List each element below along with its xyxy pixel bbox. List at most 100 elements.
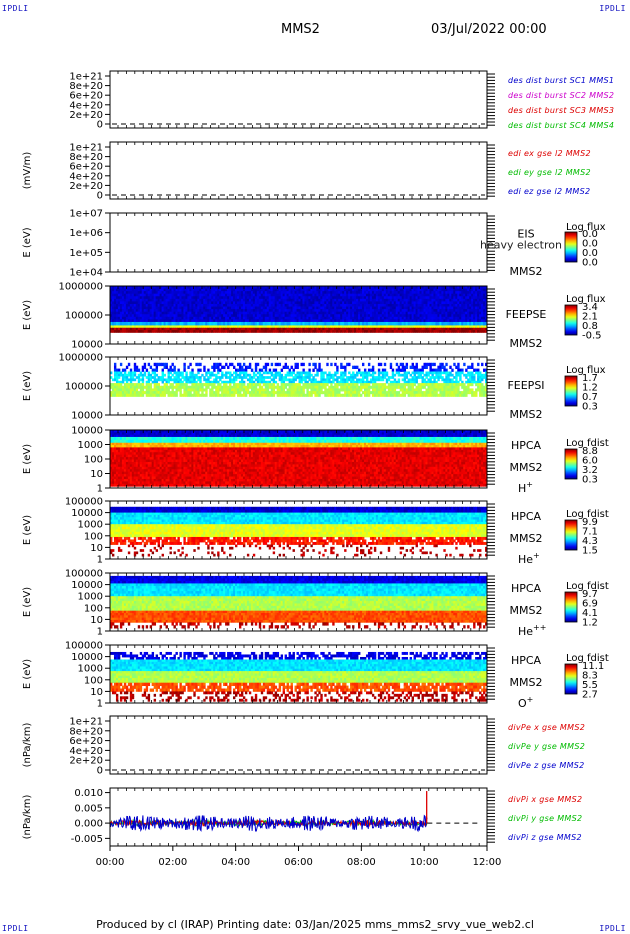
spectrogram-cell bbox=[288, 298, 291, 302]
spectrogram-cell bbox=[199, 362, 202, 367]
spectrogram-cell bbox=[294, 306, 297, 310]
spectrogram-cell bbox=[354, 291, 357, 295]
spectrogram-cell bbox=[147, 291, 151, 295]
spectrogram-cell bbox=[312, 319, 315, 323]
spectrogram-cell bbox=[246, 321, 250, 326]
spectrogram-cell bbox=[169, 327, 172, 331]
spectrogram-cell bbox=[195, 327, 198, 331]
spectrogram-cell bbox=[318, 327, 321, 331]
spectrogram-cell bbox=[155, 309, 159, 313]
spectrogram-cell bbox=[369, 325, 373, 329]
spectrogram-cell bbox=[282, 303, 286, 307]
spectrogram-cell bbox=[125, 385, 129, 389]
spectrogram-cell bbox=[252, 376, 256, 379]
spectrogram-cell bbox=[397, 378, 401, 382]
spectrogram-cell bbox=[344, 371, 347, 375]
spectrogram-cell bbox=[153, 368, 157, 372]
spectrogram-cell bbox=[248, 327, 252, 331]
spectrogram-cell bbox=[419, 301, 422, 305]
spectrogram-cell bbox=[292, 383, 295, 387]
spectrogram-cell bbox=[334, 378, 337, 382]
spectrogram-cell bbox=[298, 325, 301, 329]
spectrogram-cell bbox=[427, 309, 430, 313]
spectrogram-cell bbox=[328, 306, 331, 310]
spectrogram-cell bbox=[310, 319, 313, 323]
spectrogram-cell bbox=[316, 286, 319, 289]
spectrogram-cell bbox=[332, 330, 335, 333]
spectrogram-cell bbox=[369, 314, 373, 318]
panel-frame bbox=[109, 70, 488, 129]
spectrogram-cell bbox=[332, 303, 335, 307]
spectrogram-cell bbox=[389, 311, 393, 315]
spectrogram-cell bbox=[205, 373, 208, 377]
spectrogram-cell bbox=[129, 291, 133, 295]
spectrogram-cell bbox=[165, 301, 168, 305]
spectrogram-cell bbox=[185, 301, 188, 305]
spectrogram-cell bbox=[270, 293, 274, 297]
spectrogram-cell bbox=[342, 385, 345, 389]
spectrogram-cell bbox=[371, 303, 375, 307]
spectrogram-cell bbox=[389, 286, 393, 289]
spectrogram-cell bbox=[201, 288, 204, 292]
y-tick-label: 4e+20 bbox=[69, 171, 103, 182]
spectrogram-cell bbox=[213, 288, 216, 292]
spectrogram-cell bbox=[342, 388, 345, 392]
spectrogram-cell bbox=[405, 314, 409, 318]
spectrogram-cell bbox=[457, 316, 460, 320]
spectrogram-cell bbox=[411, 303, 414, 307]
spectrogram-cell bbox=[209, 314, 212, 318]
spectrogram-cell bbox=[183, 391, 186, 395]
spectrogram-cell bbox=[145, 309, 149, 313]
spectrogram-cell bbox=[473, 303, 476, 307]
spectrogram-cell bbox=[356, 371, 359, 375]
spectrogram-cell bbox=[163, 327, 166, 331]
spectrogram-cell bbox=[141, 383, 145, 387]
spectrogram-cell bbox=[451, 321, 454, 326]
spectrogram-cell bbox=[137, 293, 141, 297]
spectrogram-cell bbox=[314, 309, 317, 313]
spectrogram-cell bbox=[475, 316, 478, 320]
spectrogram-cell bbox=[423, 298, 426, 302]
spectrogram-cell bbox=[219, 321, 222, 326]
spectrogram-cell bbox=[449, 291, 452, 295]
spectrogram-cell bbox=[159, 388, 162, 392]
spectrogram-cell bbox=[352, 306, 355, 310]
spectrogram-cell bbox=[348, 298, 351, 302]
spectrogram-cell bbox=[125, 327, 129, 331]
spectrogram-cell bbox=[441, 376, 444, 379]
spectrogram-cell bbox=[399, 306, 403, 310]
spectrogram-cell bbox=[367, 330, 371, 333]
spectrogram-cell bbox=[203, 306, 206, 310]
spectrogram-cell bbox=[221, 319, 224, 323]
spectrogram-cell bbox=[371, 311, 375, 315]
spectrogram-cell bbox=[363, 288, 367, 292]
spectrogram-cell bbox=[479, 309, 482, 313]
spectrogram-cell bbox=[209, 301, 212, 305]
spectrogram-cell bbox=[155, 298, 159, 302]
spectrogram-cell bbox=[358, 303, 361, 307]
spectrogram-cell bbox=[159, 291, 162, 295]
spectrogram-cell bbox=[363, 330, 367, 333]
spectrogram-cell bbox=[256, 311, 260, 315]
spectrogram-cell bbox=[302, 296, 305, 300]
spectrogram-cell bbox=[308, 286, 311, 289]
spectrogram-cell bbox=[173, 301, 176, 305]
spectrogram-cell bbox=[159, 321, 162, 326]
spectrogram-cell bbox=[248, 316, 252, 320]
spectrogram-cell bbox=[427, 371, 430, 375]
spectrogram-cell bbox=[163, 293, 166, 297]
spectrogram-cell bbox=[381, 378, 385, 382]
spectrogram-cell bbox=[459, 373, 462, 377]
spectrogram-cell bbox=[280, 368, 284, 372]
spectrogram-cell bbox=[467, 288, 470, 292]
spectrogram-cell bbox=[209, 388, 212, 392]
spectrogram-cell bbox=[463, 311, 466, 315]
spectrogram-cell bbox=[471, 293, 474, 297]
spectrogram-cell bbox=[235, 301, 238, 305]
spectrogram-cell bbox=[352, 325, 355, 329]
spectrogram-cell bbox=[229, 316, 232, 320]
spectrogram-cell bbox=[244, 388, 248, 392]
spectrogram-cell bbox=[425, 327, 428, 331]
spectrogram-cell bbox=[187, 365, 190, 369]
